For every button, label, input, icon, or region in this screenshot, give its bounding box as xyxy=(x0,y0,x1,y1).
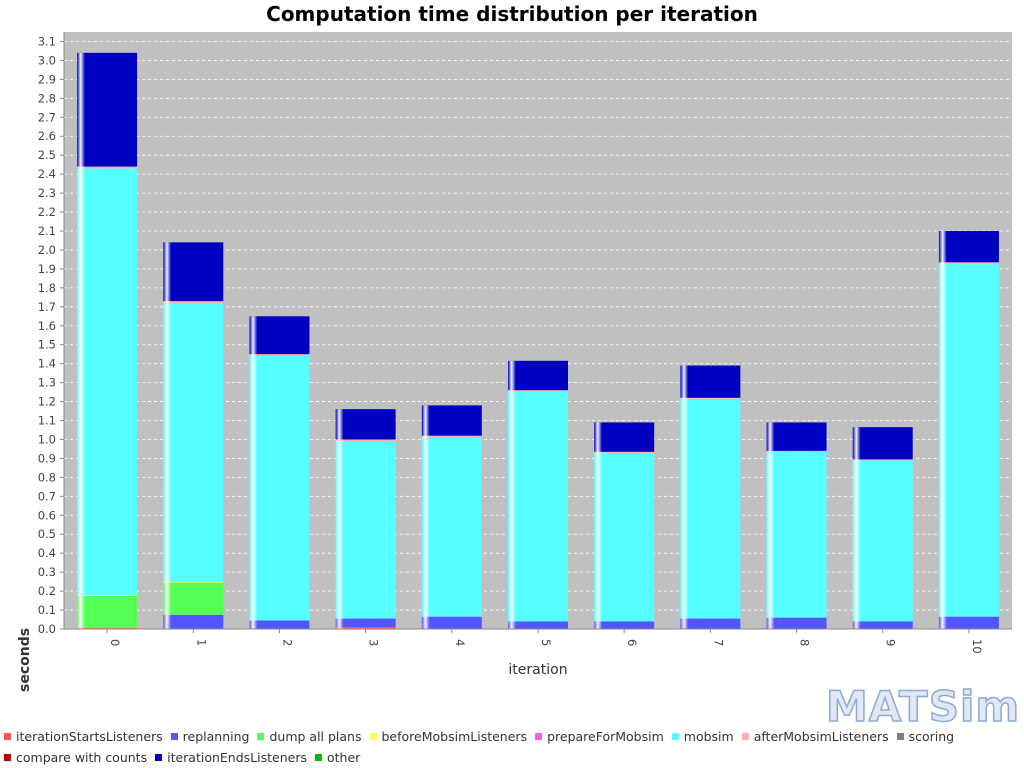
bar-highlight xyxy=(508,360,568,629)
y-tick-label: 0.0 xyxy=(38,622,56,636)
bar-highlight xyxy=(335,409,396,629)
legend-item: prepareForMobsim xyxy=(535,726,664,747)
legend-swatch xyxy=(257,733,265,740)
y-tick-label: 3.0 xyxy=(38,53,56,67)
bar-highlight xyxy=(249,316,310,629)
bar-highlight xyxy=(680,365,741,629)
legend-label: mobsim xyxy=(683,729,734,744)
y-tick-label: 2.8 xyxy=(38,91,56,105)
legend-swatch xyxy=(741,733,749,740)
bar-highlight xyxy=(766,422,827,629)
legend-swatch xyxy=(535,733,543,740)
y-tick-label: 2.4 xyxy=(38,167,56,181)
matsim-logo: MATSim xyxy=(825,681,1021,732)
legend-swatch xyxy=(896,733,904,740)
y-tick-label: 0.4 xyxy=(38,546,56,560)
chart-title: Computation time distribution per iterat… xyxy=(266,2,758,26)
x-tick-label: 6 xyxy=(625,639,639,646)
legend-label: beforeMobsimListeners xyxy=(381,729,528,744)
legend-item: replanning xyxy=(170,726,250,747)
legend-swatch xyxy=(155,754,163,761)
legend-label: other xyxy=(326,750,361,765)
legend-label: prepareForMobsim xyxy=(547,729,664,744)
bar-highlight xyxy=(77,52,138,630)
legend-item: scoring xyxy=(896,726,955,747)
y-tick-label: 0.6 xyxy=(38,508,56,522)
x-tick-label: 7 xyxy=(711,639,725,646)
chart-legend: iterationStartsListeners replanning dump a… xyxy=(4,726,1014,768)
y-tick-label: 2.5 xyxy=(38,148,56,162)
y-tick-label: 2.3 xyxy=(38,186,56,200)
y-tick-label: 2.0 xyxy=(38,243,56,257)
x-tick-label: 8 xyxy=(798,639,812,646)
x-tick-label: 2 xyxy=(280,639,294,646)
legend-swatch xyxy=(4,754,11,761)
x-tick-label: 1 xyxy=(194,639,208,646)
y-tick-label: 1.7 xyxy=(38,300,56,314)
legend-item: beforeMobsimListeners xyxy=(369,726,528,747)
bar-highlight xyxy=(163,242,224,629)
y-tick-label: 0.9 xyxy=(38,451,56,465)
x-axis-label: iteration xyxy=(508,662,568,678)
y-tick-label: 1.1 xyxy=(38,414,56,428)
legend-label: dump all plans xyxy=(269,729,362,744)
y-tick-label: 1.8 xyxy=(38,281,56,295)
y-tick-label: 1.3 xyxy=(38,376,56,390)
legend-item: mobsim xyxy=(671,726,734,747)
legend-label: iterationStartsListeners xyxy=(16,729,163,744)
y-axis-label: seconds xyxy=(17,627,33,692)
y-tick-label: 1.4 xyxy=(38,357,56,371)
legend-label: scoring xyxy=(908,729,955,744)
legend-item: afterMobsimListeners xyxy=(741,726,889,747)
y-tick-label: 1.5 xyxy=(38,338,56,352)
bar-highlight xyxy=(594,422,655,629)
y-tick-label: 0.7 xyxy=(38,489,56,503)
legend-label: compare with counts xyxy=(16,750,148,765)
legend-swatch xyxy=(314,754,322,761)
y-tick-label: 0.2 xyxy=(38,584,56,598)
legend-swatch xyxy=(4,733,11,740)
x-tick-label: 10 xyxy=(970,639,984,654)
x-tick-label: 0 xyxy=(108,639,122,646)
legend-item: other xyxy=(314,747,361,768)
y-tick-label: 1.0 xyxy=(38,432,56,446)
legend-swatch xyxy=(671,733,679,740)
y-tick-label: 2.6 xyxy=(38,129,56,143)
x-tick-label: 9 xyxy=(884,639,898,646)
legend-item: compare with counts xyxy=(4,747,147,768)
y-tick-label: 2.2 xyxy=(38,205,56,219)
legend-swatch xyxy=(369,733,377,740)
legend-label: replanning xyxy=(182,729,250,744)
legend-swatch xyxy=(170,733,178,740)
bar-highlight xyxy=(938,231,999,629)
y-tick-label: 1.6 xyxy=(38,319,56,333)
y-tick-label: 2.1 xyxy=(38,224,56,238)
bar-highlight xyxy=(852,427,913,629)
y-tick-label: 0.1 xyxy=(38,603,56,617)
y-tick-label: 2.9 xyxy=(38,72,56,86)
y-tick-label: 1.9 xyxy=(38,262,56,276)
y-tick-label: 0.8 xyxy=(38,470,56,484)
x-tick-label: 3 xyxy=(367,639,381,646)
legend-item: dump all plans xyxy=(257,726,362,747)
y-tick-label: 0.3 xyxy=(38,565,56,579)
legend-item: iterationStartsListeners xyxy=(4,726,163,747)
y-tick-label: 1.2 xyxy=(38,395,56,409)
y-tick-label: 2.7 xyxy=(38,110,56,124)
y-tick-label: 0.5 xyxy=(38,527,56,541)
bar-highlight xyxy=(421,405,482,629)
y-tick-label: 3.1 xyxy=(38,34,56,48)
legend-label: iterationEndsListeners xyxy=(167,750,307,765)
legend-item: iterationEndsListeners xyxy=(155,747,307,768)
x-tick-label: 5 xyxy=(539,639,553,646)
legend-label: afterMobsimListeners xyxy=(753,729,889,744)
x-tick-label: 4 xyxy=(453,639,467,646)
